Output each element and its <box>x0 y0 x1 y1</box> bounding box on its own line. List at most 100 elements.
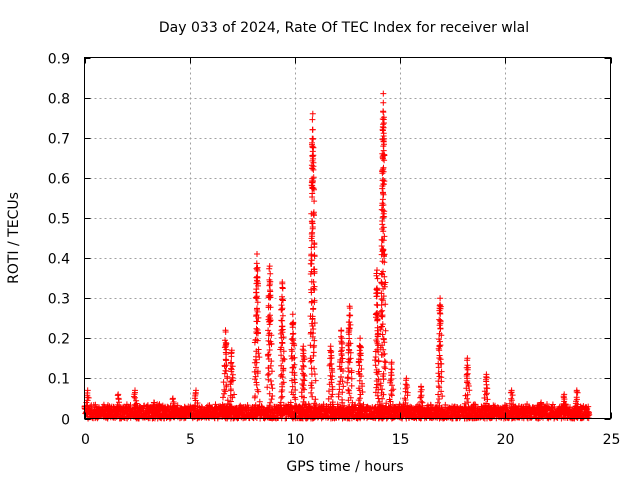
grid-lines <box>84 57 611 419</box>
data-point <box>308 389 315 396</box>
data-point <box>252 402 259 409</box>
data-point <box>307 313 314 320</box>
data-point <box>379 127 386 134</box>
data-point <box>230 377 236 384</box>
data-point <box>265 351 272 358</box>
data-point <box>311 283 318 290</box>
data-point <box>388 387 395 394</box>
data-point <box>357 400 364 407</box>
data-point <box>328 376 335 383</box>
data-point <box>586 411 593 418</box>
data-point <box>308 278 315 285</box>
data-point <box>378 302 385 308</box>
data-point <box>279 279 286 286</box>
data-point <box>381 358 388 365</box>
data-point <box>254 299 261 306</box>
data-point <box>253 286 260 293</box>
data-point <box>338 333 344 340</box>
data-point <box>380 247 387 254</box>
data-point <box>253 312 260 318</box>
data-point <box>376 398 383 405</box>
data-point <box>355 385 362 392</box>
data-point <box>300 376 307 383</box>
x-tick-label: 25 <box>603 432 621 448</box>
data-point <box>289 311 296 318</box>
data-point <box>379 297 386 304</box>
data-point <box>254 305 260 312</box>
data-point <box>222 327 229 334</box>
data-points <box>81 90 593 422</box>
data-point <box>483 371 490 378</box>
data-point <box>381 364 388 370</box>
data-point <box>131 405 138 412</box>
data-point <box>438 388 445 395</box>
data-point <box>220 404 227 410</box>
data-point <box>256 405 263 412</box>
data-point <box>228 407 235 414</box>
data-point <box>544 401 550 408</box>
data-point <box>374 316 381 322</box>
data-point <box>438 332 445 339</box>
data-point <box>380 376 387 383</box>
data-point <box>117 411 124 418</box>
data-point <box>300 382 307 389</box>
data-point <box>380 121 387 128</box>
data-point <box>267 287 273 294</box>
data-point <box>278 317 285 324</box>
y-tick-label: 0 <box>61 413 70 429</box>
data-point <box>131 411 138 418</box>
data-point <box>377 380 384 387</box>
data-point <box>383 400 390 407</box>
data-point <box>575 408 582 415</box>
x-tick-label: 20 <box>497 432 515 448</box>
data-point <box>257 409 264 416</box>
data-point <box>311 212 317 219</box>
data-point <box>348 367 355 374</box>
data-point <box>551 404 558 410</box>
data-point <box>464 391 471 398</box>
data-point <box>251 368 258 375</box>
data-point <box>278 371 285 378</box>
data-point <box>419 399 426 406</box>
data-point <box>113 409 120 415</box>
data-point <box>380 191 387 198</box>
data-point <box>328 367 335 374</box>
data-point <box>228 347 235 354</box>
data-point <box>380 293 387 300</box>
data-point <box>328 360 335 367</box>
data-point <box>464 362 471 369</box>
data-point <box>288 353 295 359</box>
data-point <box>356 370 363 377</box>
data-point <box>114 401 121 408</box>
data-point <box>380 90 387 97</box>
data-point <box>508 395 515 402</box>
data-point <box>300 352 307 359</box>
data-point <box>278 344 285 351</box>
data-point <box>372 357 378 364</box>
data-point <box>379 207 386 214</box>
data-point <box>85 394 92 401</box>
data-point <box>300 343 307 350</box>
data-point <box>254 327 261 333</box>
data-point <box>279 296 286 303</box>
data-point <box>403 375 410 382</box>
data-point <box>336 381 343 388</box>
x-tick-label: 15 <box>392 432 410 448</box>
data-point <box>508 397 515 404</box>
data-point <box>356 342 363 349</box>
data-point <box>307 409 314 416</box>
data-point <box>310 210 317 217</box>
data-point <box>382 327 389 334</box>
data-point <box>372 362 379 369</box>
data-point <box>346 319 353 326</box>
data-point <box>434 399 441 406</box>
data-point <box>347 394 354 401</box>
data-point <box>279 312 286 319</box>
data-point <box>221 362 228 369</box>
data-point <box>436 402 443 409</box>
axis-ticks: 0 5 10 15 20 25 0 0.1 0.2 0.3 0.4 0.5 0.6 0.7 0.8 0.9 <box>48 52 621 449</box>
data-point <box>345 365 352 372</box>
data-point <box>291 341 298 347</box>
data-point <box>281 356 288 363</box>
